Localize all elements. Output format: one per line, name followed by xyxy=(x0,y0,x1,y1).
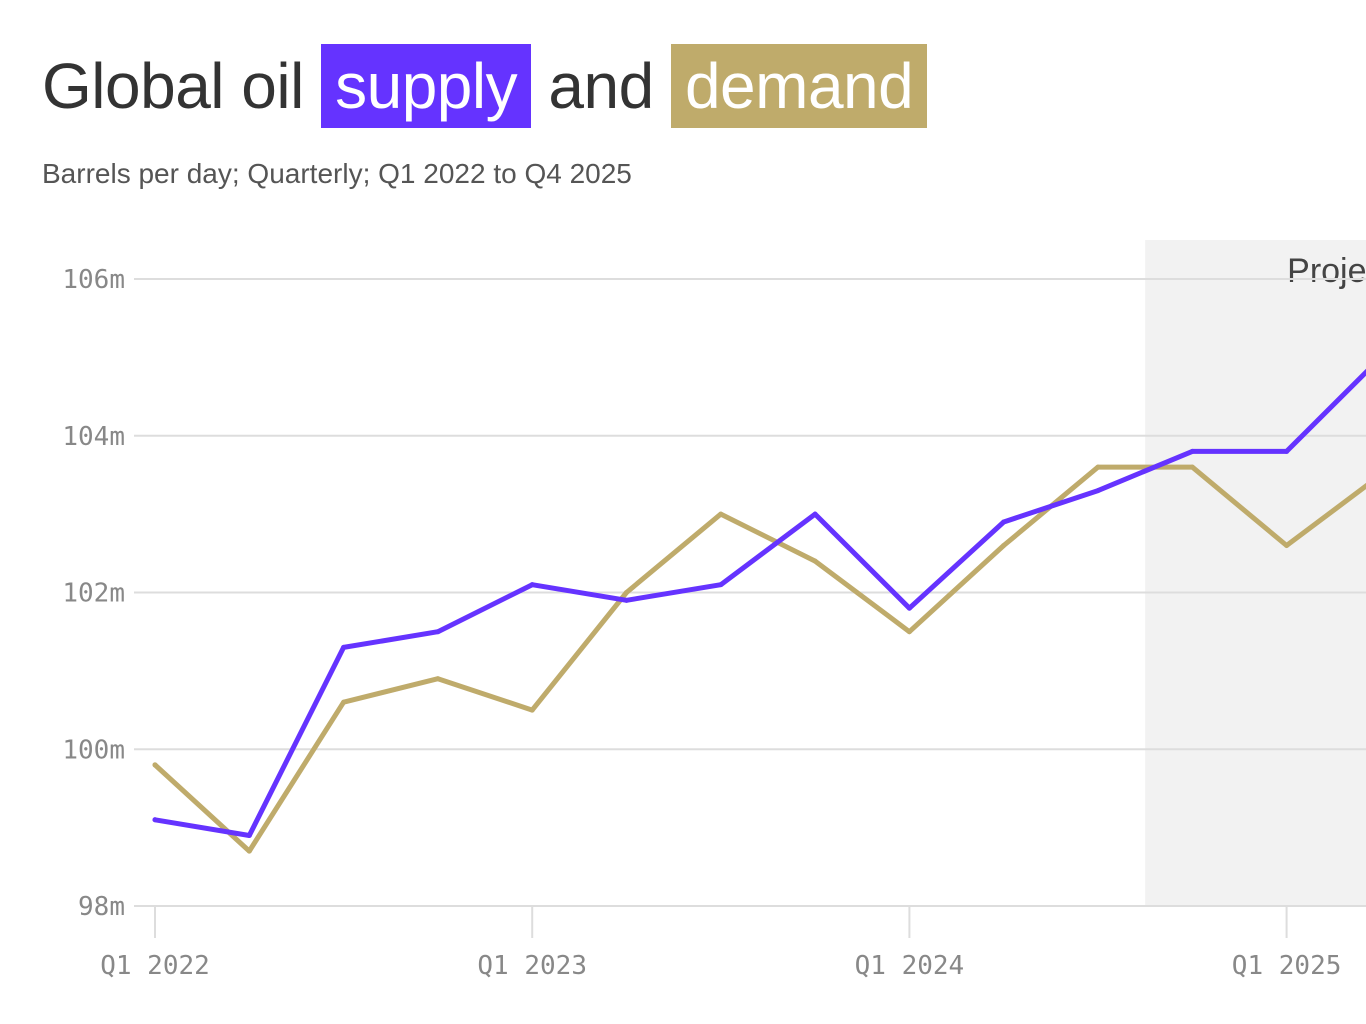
supply-point xyxy=(1189,448,1195,454)
title-supply-highlight: supply xyxy=(321,44,532,128)
supply-point xyxy=(906,605,912,611)
chart-subtitle: Barrels per day; Quarterly; Q1 2022 to Q… xyxy=(42,158,632,189)
supply-point xyxy=(341,644,347,650)
x-tick-label: Q1 2024 xyxy=(855,951,965,981)
y-tick-label: 104m xyxy=(62,422,125,452)
projected-label: Projected xyxy=(1287,252,1366,290)
supply-point xyxy=(152,817,158,823)
demand-point xyxy=(435,676,441,682)
supply-point xyxy=(529,582,535,588)
supply-point xyxy=(624,597,629,603)
supply-point xyxy=(246,832,252,838)
demand-point xyxy=(529,707,535,713)
demand-point xyxy=(718,511,724,517)
demand-point xyxy=(1284,542,1290,548)
title-demand-highlight: demand xyxy=(670,44,928,128)
projected-band xyxy=(1145,240,1366,906)
x-tick-label: Q1 2022 xyxy=(100,951,210,981)
supply-point xyxy=(718,582,724,588)
chart-title: Global oil supply and demand xyxy=(42,44,928,128)
title-prefix: Global oil xyxy=(42,50,304,122)
y-tick-label: 106m xyxy=(62,265,125,295)
supply-point xyxy=(1095,488,1101,494)
x-tick-label: Q1 2023 xyxy=(477,951,587,981)
demand-point xyxy=(1001,542,1007,548)
demand-point xyxy=(1095,464,1101,470)
demand-point xyxy=(1189,464,1195,470)
supply-point xyxy=(435,629,441,635)
demand-point xyxy=(624,590,629,595)
supply-point xyxy=(1284,448,1290,454)
supply-point xyxy=(1001,519,1007,525)
y-tick-label: 98m xyxy=(78,892,125,922)
demand-point xyxy=(152,762,158,768)
demand-point xyxy=(341,699,347,705)
x-tick-label: Q1 2025 xyxy=(1232,951,1342,981)
demand-point xyxy=(906,629,912,635)
title-and: and xyxy=(548,50,654,122)
demand-line xyxy=(152,464,1366,854)
supply-point xyxy=(812,511,818,517)
demand-point xyxy=(812,558,818,564)
demand-point xyxy=(246,848,252,854)
y-tick-label: 102m xyxy=(62,579,125,609)
supply-line xyxy=(152,368,1366,838)
y-tick-label: 100m xyxy=(62,735,125,765)
